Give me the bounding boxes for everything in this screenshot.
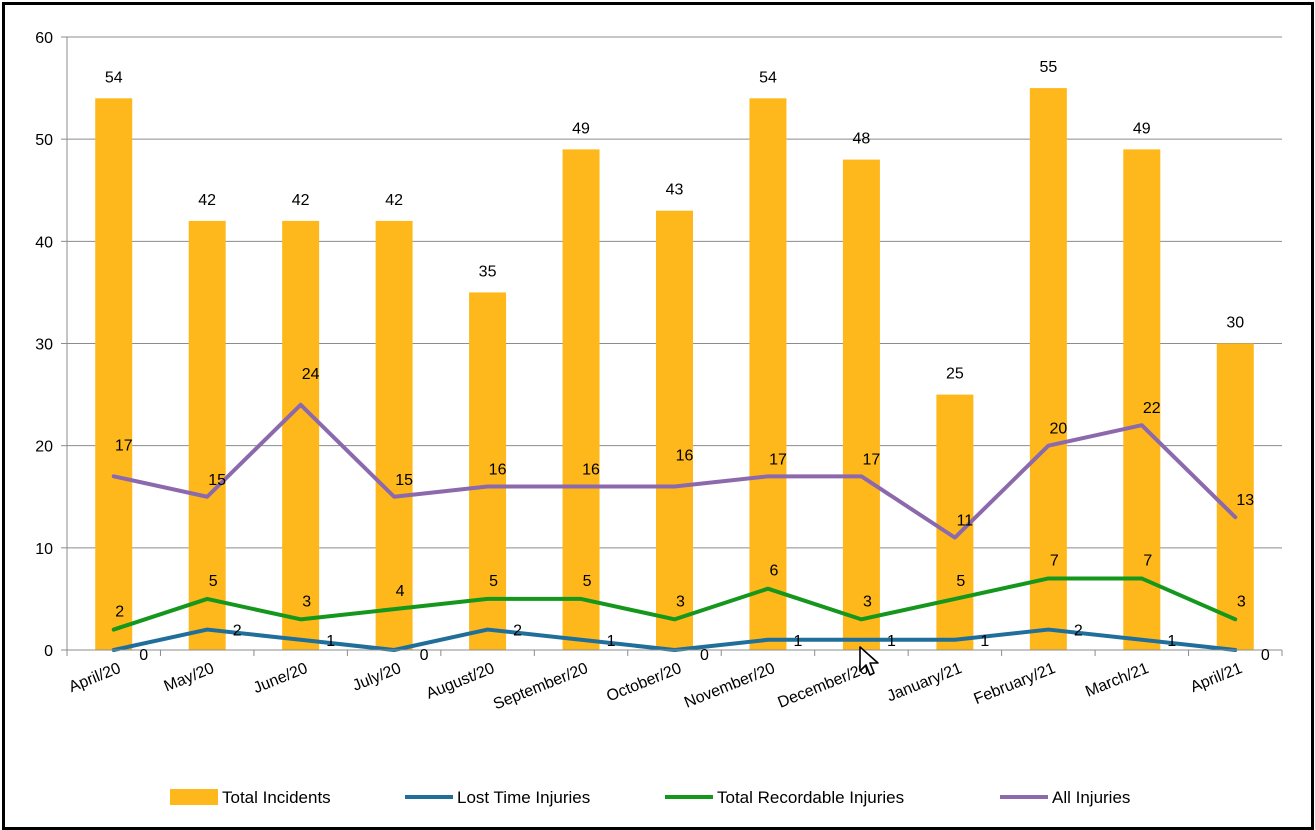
line-value-label: 13 [1236, 492, 1254, 509]
bar-value-label: 25 [946, 366, 964, 383]
line-value-label: 4 [396, 583, 405, 600]
line-value-label: 3 [676, 593, 685, 610]
bar [1123, 149, 1161, 650]
bar [562, 149, 600, 650]
line-value-label: 17 [863, 451, 881, 468]
line-value-label: 2 [115, 604, 124, 621]
bar-value-label: 48 [853, 131, 871, 148]
line-value-label: 22 [1143, 400, 1161, 417]
line-value-label: 2 [1074, 623, 1083, 640]
bar-value-label: 49 [572, 120, 590, 137]
bar [1216, 343, 1254, 650]
bar [936, 394, 974, 650]
bar [95, 98, 133, 651]
bar [749, 98, 787, 651]
line-value-label: 17 [769, 451, 787, 468]
x-tick-label: November/20 [682, 660, 778, 712]
line-value-label: 1 [794, 633, 803, 650]
line-value-label: 0 [700, 647, 709, 664]
legend-swatch [170, 789, 218, 805]
x-tick-label: February/21 [971, 660, 1057, 708]
line-value-label: 2 [233, 623, 242, 640]
y-tick-label: 10 [35, 541, 53, 558]
bar [375, 220, 413, 650]
bar [282, 220, 320, 650]
mouse-pointer-icon [859, 646, 879, 676]
legend-label: Total Incidents [222, 788, 331, 807]
line-value-label: 0 [1261, 647, 1270, 664]
bar-value-label: 35 [479, 263, 497, 280]
x-tick-label: August/20 [424, 660, 497, 703]
line-value-label: 0 [420, 647, 429, 664]
bar-value-label: 55 [1039, 59, 1057, 76]
line-value-label: 5 [583, 573, 592, 590]
x-tick-label: January/21 [885, 660, 965, 705]
y-tick-label: 30 [35, 337, 53, 354]
bar-value-label: 54 [105, 69, 123, 86]
y-tick-label: 50 [35, 132, 53, 149]
bar [188, 220, 226, 650]
line-value-label: 16 [582, 462, 600, 479]
line-value-label: 2 [513, 623, 522, 640]
x-tick-label: October/20 [604, 660, 684, 705]
bar-value-label: 43 [666, 182, 684, 199]
x-tick-label: July/20 [350, 660, 403, 695]
bar-value-label: 42 [198, 192, 216, 209]
y-tick-label: 0 [44, 643, 53, 660]
legend-label: All Injuries [1052, 788, 1130, 807]
line-value-label: 15 [395, 472, 413, 489]
legend-label: Total Recordable Injuries [717, 788, 904, 807]
line-value-label: 3 [863, 593, 872, 610]
line-value-label: 24 [302, 366, 320, 383]
x-tick-label: March/21 [1083, 660, 1151, 701]
x-tick-label: May/20 [162, 660, 217, 695]
line-value-label: 7 [1143, 552, 1152, 569]
bar-value-label: 54 [759, 69, 777, 86]
y-tick-label: 20 [35, 439, 53, 456]
bar [656, 210, 693, 650]
line-value-label: 1 [1167, 633, 1176, 650]
bar [1029, 88, 1067, 651]
bar [469, 292, 507, 650]
line-value-label: 3 [302, 593, 311, 610]
line-value-label: 5 [489, 573, 498, 590]
series-line [111, 576, 1238, 632]
bar-value-label: 49 [1133, 120, 1151, 137]
line-value-label: 0 [139, 647, 148, 664]
y-tick-label: 40 [35, 234, 53, 251]
line-value-label: 11 [957, 513, 974, 530]
x-tick-label: April/20 [67, 660, 124, 696]
x-tick-label: September/20 [491, 660, 591, 713]
line-value-label: 16 [489, 462, 507, 479]
bar-value-label: 30 [1226, 315, 1244, 332]
line-value-label: 6 [770, 563, 779, 580]
legend-label: Lost Time Injuries [457, 788, 590, 807]
x-tick-label: April/21 [1188, 660, 1245, 696]
line-value-label: 20 [1049, 421, 1067, 438]
line-value-label: 1 [326, 633, 335, 650]
series-line [111, 402, 1238, 540]
line-value-label: 5 [956, 573, 965, 590]
line-value-label: 5 [209, 573, 218, 590]
bar-value-label: 42 [292, 192, 310, 209]
y-tick-label: 60 [35, 30, 53, 47]
line-value-label: 7 [1050, 552, 1059, 569]
line-value-label: 17 [115, 437, 133, 454]
line-value-label: 15 [208, 472, 226, 489]
bar-value-label: 42 [385, 192, 403, 209]
line-value-label: 3 [1237, 593, 1246, 610]
line-value-label: 1 [887, 633, 896, 650]
line-value-label: 1 [607, 633, 616, 650]
line-value-label: 1 [980, 633, 989, 650]
x-tick-label: December/20 [776, 660, 872, 712]
line-value-label: 16 [676, 448, 694, 465]
bar [842, 159, 880, 650]
x-tick-label: June/20 [251, 660, 310, 697]
